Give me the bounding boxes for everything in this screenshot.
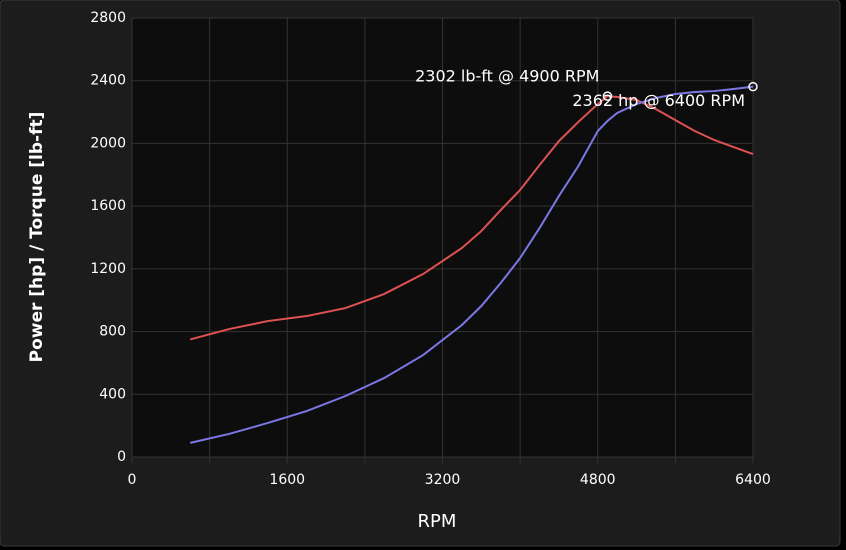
annotation: 2362 hp @ 6400 RPM — [572, 91, 745, 110]
y-axis-label: Power [hp] / Torque [lb-ft] — [27, 112, 47, 363]
y-tick-label: 2800 — [90, 10, 126, 26]
x-axis-label: RPM — [418, 511, 457, 532]
peak-marker — [748, 81, 758, 92]
x-tick-label: 6400 — [735, 472, 771, 488]
data-line — [189, 95, 754, 341]
annotation: 2302 lb-ft @ 4900 RPM — [415, 67, 599, 86]
y-tick-label: 400 — [99, 386, 126, 402]
y-tick-label: 1200 — [90, 261, 126, 277]
y-tick-label: 800 — [99, 324, 126, 340]
x-tick-label: 1600 — [269, 472, 305, 488]
x-tick-label: 0 — [128, 472, 137, 488]
y-tick-label: 1600 — [90, 198, 126, 214]
y-tick-label: 0 — [117, 449, 126, 465]
x-tick-label: 3200 — [425, 472, 461, 488]
y-tick-label: 2000 — [90, 135, 126, 151]
peak-marker — [602, 91, 613, 101]
x-tick-label: 4800 — [580, 472, 616, 488]
y-tick-label: 2400 — [90, 73, 126, 89]
data-line — [189, 85, 754, 444]
